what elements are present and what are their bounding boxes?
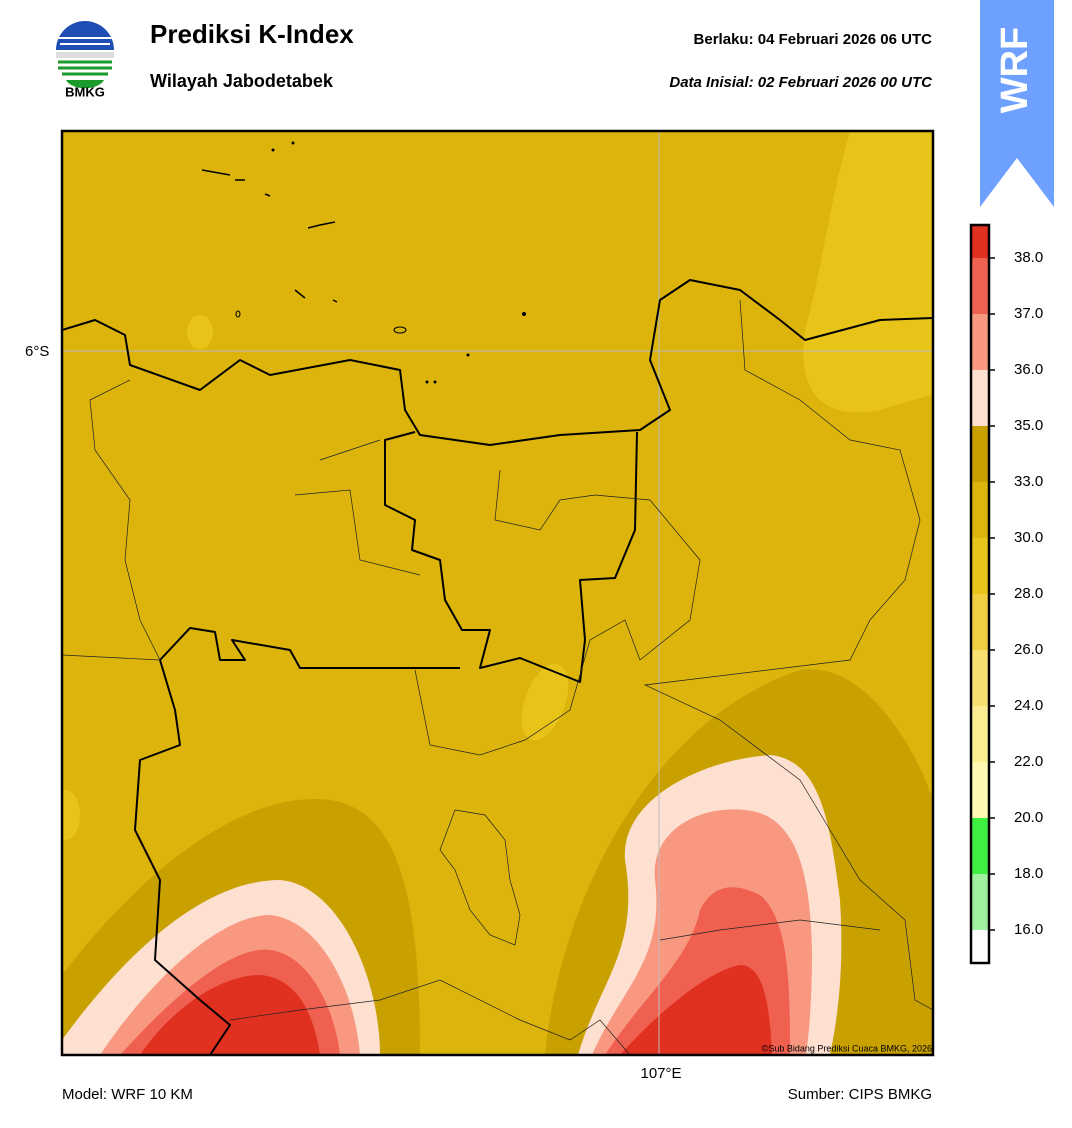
- title: Prediksi K-Index: [150, 19, 354, 49]
- colorbar-tick-label: 28.0: [1014, 585, 1043, 602]
- init-time: Data Inisial: 02 Februari 2026 00 UTC: [669, 74, 933, 91]
- colorbar-tick-label: 22.0: [1014, 753, 1043, 770]
- lon-label: 107°E: [640, 1065, 681, 1082]
- colorbar-tick-label: 33.0: [1014, 473, 1043, 490]
- colorbar-segment: [971, 930, 989, 963]
- footer-model: Model: WRF 10 KM: [62, 1086, 193, 1103]
- colorbar: 16.0 18.0 20.0 22.0 24.0 26.0 28.0 30.0 33.0 35.0…: [969, 223, 1043, 965]
- logo-text: BMKG: [65, 84, 105, 99]
- colorbar-segment: [971, 650, 989, 706]
- colorbar-tick-label: 38.0: [1014, 249, 1043, 266]
- colorbar-segment: [971, 818, 989, 874]
- colorbar-segment: [971, 482, 989, 538]
- model-badge-text: WRF: [994, 27, 1036, 114]
- colorbar-tick-label: 30.0: [1014, 529, 1043, 546]
- colorbar-segment: [971, 706, 989, 762]
- colorbar-tick-label: 36.0: [1014, 361, 1043, 378]
- colorbar-segment: [971, 314, 989, 370]
- map: [62, 131, 933, 1055]
- colorbar-segment: [971, 594, 989, 650]
- colorbar-segment: [971, 762, 989, 818]
- lat-label: 6°S: [25, 343, 49, 360]
- colorbar-segment: [971, 225, 989, 258]
- colorbar-tick-label: 18.0: [1014, 865, 1043, 882]
- colorbar-tick-label: 26.0: [1014, 641, 1043, 658]
- bmkg-logo: [56, 21, 114, 89]
- colorbar-tick-label: 24.0: [1014, 697, 1043, 714]
- colorbar-segment: [971, 538, 989, 594]
- model-badge: [980, 0, 1054, 207]
- credit: ©Sub Bidang Prediksi Cuaca BMKG, 2026: [762, 1043, 932, 1053]
- colorbar-tick-label: 37.0: [1014, 305, 1043, 322]
- subtitle: Wilayah Jabodetabek: [150, 71, 334, 91]
- map-frame: [60, 129, 935, 1057]
- valid-time: Berlaku: 04 Februari 2026 06 UTC: [694, 31, 933, 48]
- colorbar-segment: [971, 426, 989, 482]
- colorbar-segment: [971, 874, 989, 930]
- colorbar-tick-label: 20.0: [1014, 809, 1043, 826]
- colorbar-tick-label: 35.0: [1014, 417, 1043, 434]
- colorbar-segment: [971, 370, 989, 426]
- colorbar-segment: [971, 258, 989, 314]
- footer-source: Sumber: CIPS BMKG: [788, 1086, 932, 1103]
- colorbar-tick-label: 16.0: [1014, 921, 1043, 938]
